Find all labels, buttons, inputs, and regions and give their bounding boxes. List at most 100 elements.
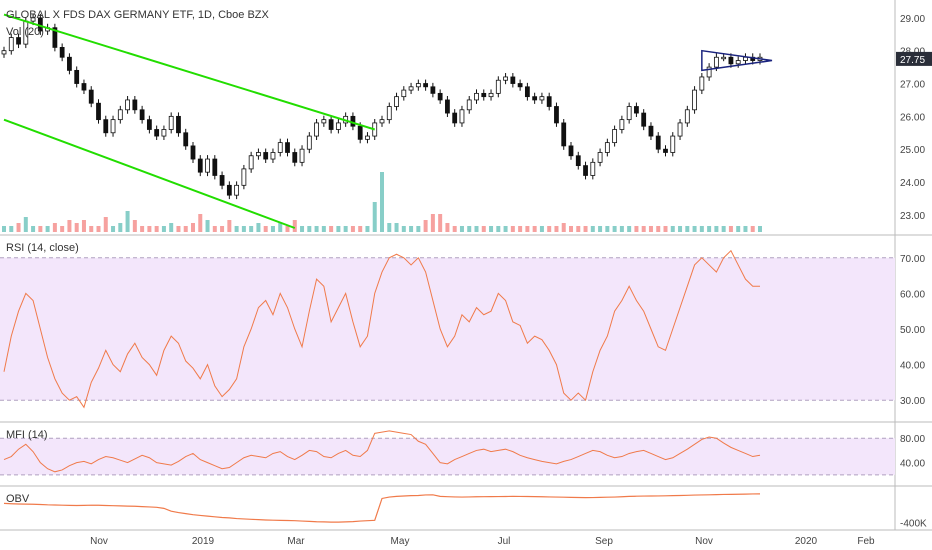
candle-body bbox=[125, 99, 130, 111]
candle-body bbox=[299, 148, 305, 163]
candle-body bbox=[488, 92, 494, 98]
volume-bar bbox=[467, 226, 472, 232]
time-tick-label: Sep bbox=[595, 536, 613, 547]
candle-body bbox=[314, 122, 319, 137]
volume-bar bbox=[721, 226, 726, 232]
volume-bar bbox=[212, 226, 217, 232]
obv-panel-tick-label: -400K bbox=[900, 518, 927, 529]
volume-bar bbox=[147, 226, 152, 232]
candle-body bbox=[619, 119, 625, 130]
candle-body bbox=[415, 83, 421, 88]
volume-bar bbox=[648, 226, 653, 232]
candle-body bbox=[8, 37, 14, 52]
volume-bar bbox=[670, 226, 675, 232]
volume-bar bbox=[256, 223, 261, 232]
candle-body bbox=[517, 83, 523, 88]
volume-bar bbox=[60, 226, 65, 232]
candle-body bbox=[445, 99, 450, 114]
volume-bar bbox=[627, 226, 632, 232]
volume-bar bbox=[438, 214, 443, 232]
volume-bar bbox=[416, 226, 421, 232]
time-tick-label: Nov bbox=[695, 536, 713, 547]
candle-body bbox=[139, 109, 145, 121]
volume-label: Vol (20) bbox=[6, 26, 44, 38]
candle-body bbox=[117, 109, 123, 121]
price-tick-label: 29.00 bbox=[900, 14, 925, 25]
candle-body bbox=[132, 99, 138, 111]
candlesticks bbox=[1, 13, 763, 200]
candle-body bbox=[146, 119, 152, 130]
candle-body bbox=[430, 86, 436, 94]
volume-bar bbox=[191, 223, 195, 232]
volume-bar bbox=[38, 226, 43, 232]
candle-body bbox=[241, 168, 247, 186]
time-tick-label: May bbox=[391, 536, 410, 547]
volume-bar bbox=[263, 226, 268, 232]
volume-bar bbox=[758, 226, 762, 232]
volume-bar bbox=[45, 226, 50, 232]
volume-bar bbox=[583, 226, 588, 232]
volume-bar bbox=[445, 223, 450, 232]
mfi-panel-tick-label: 80.00 bbox=[900, 434, 925, 445]
candle-body bbox=[641, 112, 647, 127]
volume-bar bbox=[430, 214, 435, 232]
volume-bar bbox=[16, 223, 21, 232]
candle-body bbox=[379, 119, 385, 124]
triangle-pattern[interactable] bbox=[701, 49, 773, 72]
volume-bar bbox=[561, 223, 566, 232]
candle-body bbox=[285, 142, 290, 153]
candle-body bbox=[386, 106, 392, 121]
volume-bar bbox=[736, 226, 741, 232]
volume-bar bbox=[132, 220, 137, 232]
volume-bar bbox=[183, 226, 188, 232]
volume-bar bbox=[489, 226, 494, 232]
mfi-panel-tick-label: 40.00 bbox=[900, 459, 925, 470]
rsi-panel-tick-label: 50.00 bbox=[900, 325, 925, 336]
candle-body bbox=[401, 89, 407, 98]
candle-body bbox=[503, 76, 508, 81]
candle-body bbox=[161, 129, 167, 137]
mfi-band bbox=[0, 438, 895, 475]
candle-body bbox=[554, 106, 559, 124]
candle-body bbox=[110, 119, 116, 134]
candle-body bbox=[510, 76, 516, 84]
volume-bar bbox=[707, 226, 712, 232]
candle-body bbox=[495, 79, 501, 94]
candle-body bbox=[590, 161, 596, 176]
candle-body bbox=[212, 158, 218, 176]
volume-bar bbox=[663, 226, 668, 232]
candle-body bbox=[176, 115, 181, 134]
volume-bar bbox=[205, 220, 210, 232]
volume-bar bbox=[685, 226, 690, 232]
volume-bar bbox=[154, 226, 159, 232]
volume-bar bbox=[307, 226, 312, 232]
candle-body bbox=[52, 27, 58, 48]
volume-bar bbox=[387, 223, 392, 232]
volume-bar bbox=[481, 226, 486, 232]
volume-bar bbox=[554, 226, 559, 232]
candle-body bbox=[648, 125, 654, 137]
candle-body bbox=[234, 184, 240, 196]
time-tick-label: Nov bbox=[90, 536, 108, 547]
candle-body bbox=[466, 99, 472, 111]
volume-bar bbox=[743, 226, 748, 232]
volume-bar bbox=[503, 226, 508, 232]
time-tick-label: Jul bbox=[498, 536, 511, 547]
volume-bar bbox=[539, 226, 544, 232]
candle-body bbox=[88, 89, 94, 104]
volume-bar bbox=[474, 226, 479, 232]
candle-body bbox=[292, 152, 298, 163]
obv-line bbox=[3, 493, 761, 523]
volume-bar bbox=[394, 223, 399, 232]
trendlines[interactable] bbox=[3, 13, 376, 229]
volume-bar bbox=[590, 226, 595, 232]
volume-bar bbox=[176, 226, 181, 232]
volume-bar bbox=[510, 226, 515, 232]
last-price-label: 27.75 bbox=[900, 55, 925, 66]
volume-bar bbox=[518, 226, 523, 232]
candle-body bbox=[190, 145, 196, 160]
volume-bar bbox=[270, 226, 275, 232]
candle-body bbox=[357, 125, 363, 140]
volume-bar bbox=[496, 226, 501, 232]
